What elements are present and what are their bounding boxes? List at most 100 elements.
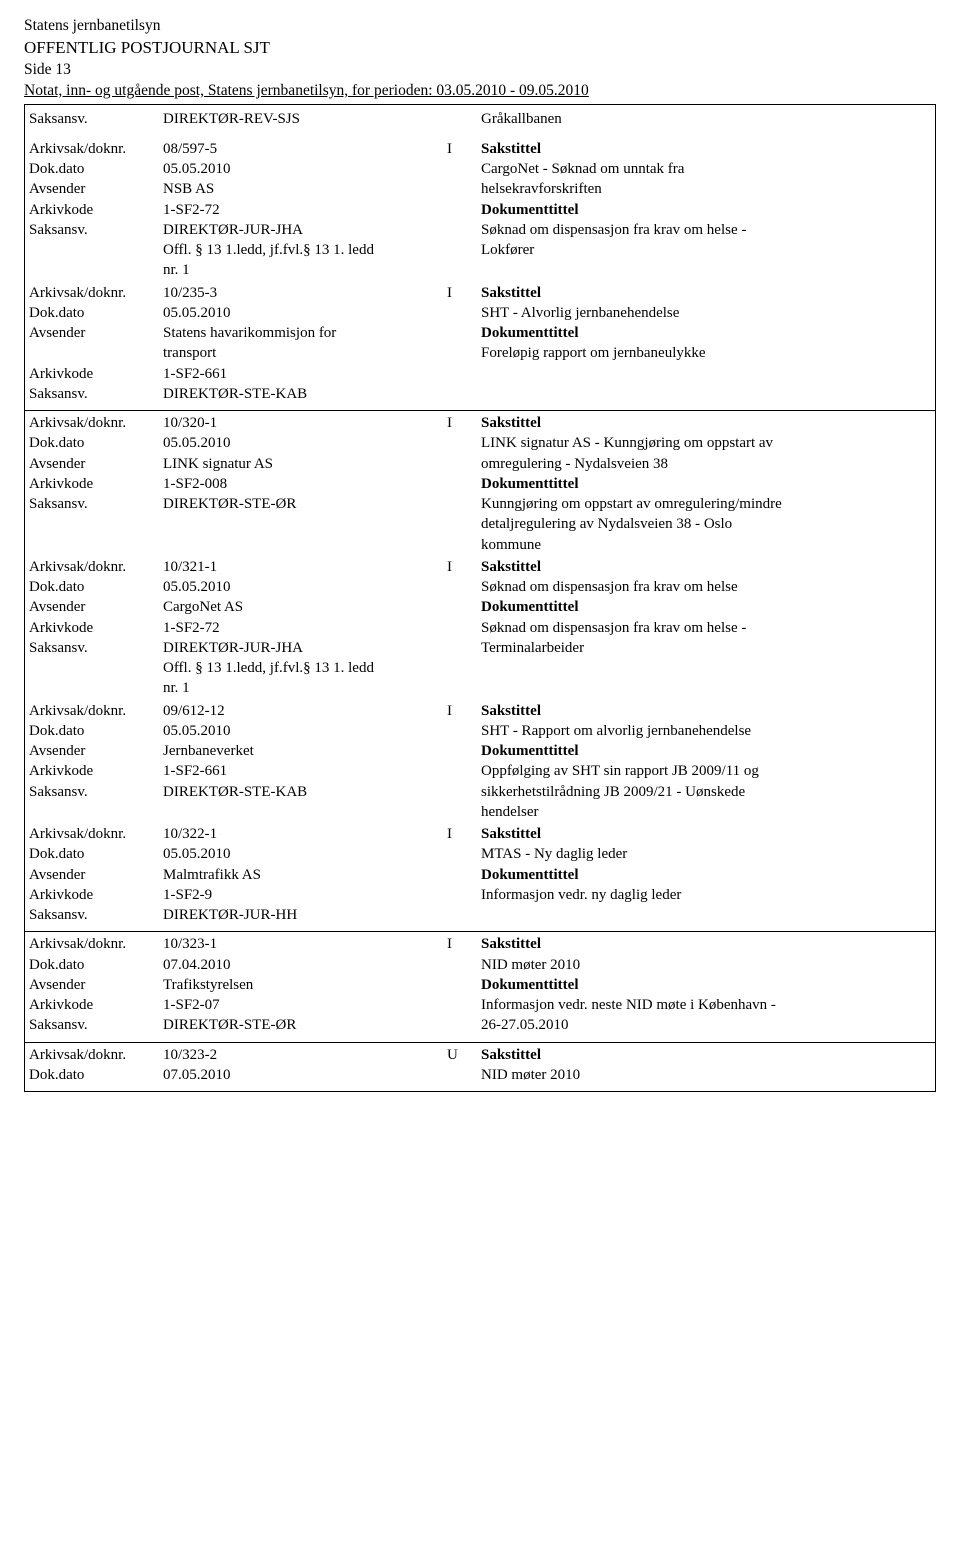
field-value: 1-SF2-72 xyxy=(163,618,447,638)
field-value: 1-SF2-9 xyxy=(163,885,447,905)
field-label: Avsender xyxy=(29,741,163,761)
field-value: 05.05.2010 xyxy=(163,159,447,179)
field-label: Saksansv. xyxy=(29,494,163,514)
field-label: Arkivkode xyxy=(29,618,163,638)
field-label: Saksansv. xyxy=(29,384,163,404)
label-arkivsak: Arkivsak/doknr. xyxy=(29,139,163,159)
field-label xyxy=(29,240,163,260)
journal-entry: Arkivsak/doknr.09/612-12ISakstittelDok.d… xyxy=(29,701,931,823)
right-text: Informasjon vedr. neste NID møte i Køben… xyxy=(481,995,931,1015)
field-value: 1-SF2-008 xyxy=(163,474,447,494)
right-text: Foreløpig rapport om jernbaneulykke xyxy=(481,343,931,363)
right-text: Dokumenttittel xyxy=(481,741,931,761)
val-arkivsak: 10/235-3 xyxy=(163,283,447,303)
field-value: DIREKTØR-STE-ØR xyxy=(163,1015,447,1035)
field-label: Avsender xyxy=(29,179,163,199)
right-text: Dokumenttittel xyxy=(481,323,931,343)
field-label: Saksansv. xyxy=(29,905,163,925)
field-value: CargoNet AS xyxy=(163,597,447,617)
field-label xyxy=(29,658,163,678)
right-text: hendelser xyxy=(481,802,931,822)
val-io: I xyxy=(447,413,481,433)
right-text: 26-27.05.2010 xyxy=(481,1015,931,1035)
field-value: 05.05.2010 xyxy=(163,303,447,323)
field-value: DIREKTØR-STE-KAB xyxy=(163,384,447,404)
right-text: kommune xyxy=(481,535,931,555)
val-arkivsak: 10/321-1 xyxy=(163,557,447,577)
field-label: Arkivkode xyxy=(29,200,163,220)
right-text: Søknad om dispensasjon fra krav om helse xyxy=(481,577,931,597)
field-value xyxy=(163,802,447,822)
right-text: Kunngjøring om oppstart av omregulering/… xyxy=(481,494,931,514)
label-sakstittel: Sakstittel xyxy=(481,1045,931,1065)
right-text: omregulering - Nydalsveien 38 xyxy=(481,454,931,474)
page-number: Side 13 xyxy=(24,60,936,81)
field-label: Dok.dato xyxy=(29,1065,163,1085)
field-label: Dok.dato xyxy=(29,159,163,179)
field-label xyxy=(29,514,163,534)
field-value: 07.05.2010 xyxy=(163,1065,447,1085)
field-value: 05.05.2010 xyxy=(163,721,447,741)
val-io: I xyxy=(447,557,481,577)
journal-entry: Arkivsak/doknr.10/235-3ISakstittelDok.da… xyxy=(29,283,931,405)
label-sakstittel: Sakstittel xyxy=(481,701,931,721)
field-label: Avsender xyxy=(29,597,163,617)
field-value: Jernbaneverket xyxy=(163,741,447,761)
org-name: Statens jernbanetilsyn xyxy=(24,16,936,37)
field-label: Dok.dato xyxy=(29,955,163,975)
right-text: Informasjon vedr. ny daglig leder xyxy=(481,885,931,905)
field-value: 1-SF2-07 xyxy=(163,995,447,1015)
field-value: 07.04.2010 xyxy=(163,955,447,975)
val-io: I xyxy=(447,283,481,303)
right-text: NID møter 2010 xyxy=(481,1065,931,1085)
field-label: Avsender xyxy=(29,454,163,474)
label-arkivsak: Arkivsak/doknr. xyxy=(29,701,163,721)
field-value: DIREKTØR-STE-ØR xyxy=(163,494,447,514)
field-value: DIREKTØR-JUR-JHA xyxy=(163,638,447,658)
field-label xyxy=(29,802,163,822)
period-subtitle: Notat, inn- og utgående post, Statens je… xyxy=(24,81,936,102)
right-text: NID møter 2010 xyxy=(481,955,931,975)
journal-entry: Arkivsak/doknr.10/320-1ISakstittelDok.da… xyxy=(29,413,931,555)
val-io: I xyxy=(447,824,481,844)
field-value: DIREKTØR-STE-KAB xyxy=(163,782,447,802)
field-label xyxy=(29,678,163,698)
val-io: I xyxy=(447,139,481,159)
val-arkivsak: 08/597-5 xyxy=(163,139,447,159)
label-sakstittel: Sakstittel xyxy=(481,824,931,844)
field-label: Dok.dato xyxy=(29,433,163,453)
field-value: nr. 1 xyxy=(163,260,447,280)
right-text: Dokumenttittel xyxy=(481,474,931,494)
right-text: detaljregulering av Nydalsveien 38 - Osl… xyxy=(481,514,931,534)
field-value: Offl. § 13 1.ledd, jf.fvl.§ 13 1. ledd xyxy=(163,240,447,260)
right-text: Dokumenttittel xyxy=(481,200,931,220)
field-label: Arkivkode xyxy=(29,885,163,905)
field-label: Arkivkode xyxy=(29,474,163,494)
label-arkivsak: Arkivsak/doknr. xyxy=(29,934,163,954)
field-value: DIREKTØR-JUR-HH xyxy=(163,905,447,925)
field-value: Statens havarikommisjon for xyxy=(163,323,447,343)
val-io: I xyxy=(447,701,481,721)
label-arkivsak: Arkivsak/doknr. xyxy=(29,824,163,844)
val-arkivsak: 10/323-2 xyxy=(163,1045,447,1065)
right-text: MTAS - Ny daglig leder xyxy=(481,844,931,864)
right-text: Dokumenttittel xyxy=(481,597,931,617)
right-text: Søknad om dispensasjon fra krav om helse… xyxy=(481,220,931,240)
field-value xyxy=(163,535,447,555)
val-right: Gråkallbanen xyxy=(481,107,931,129)
field-label: Dok.dato xyxy=(29,303,163,323)
label-sakstittel: Sakstittel xyxy=(481,557,931,577)
right-text: helsekravforskriften xyxy=(481,179,931,199)
label-sakstittel: Sakstittel xyxy=(481,413,931,433)
field-label xyxy=(29,343,163,363)
val-arkivsak: 10/322-1 xyxy=(163,824,447,844)
right-text: SHT - Alvorlig jernbanehendelse xyxy=(481,303,931,323)
val-io: U xyxy=(447,1045,481,1065)
field-label: Saksansv. xyxy=(29,220,163,240)
label-sakstittel: Sakstittel xyxy=(481,283,931,303)
field-label: Avsender xyxy=(29,865,163,885)
field-value: 1-SF2-661 xyxy=(163,364,447,384)
entry-group: Arkivsak/doknr.10/323-1ISakstittelDok.da… xyxy=(24,932,936,1042)
right-text xyxy=(481,260,931,280)
field-value: transport xyxy=(163,343,447,363)
